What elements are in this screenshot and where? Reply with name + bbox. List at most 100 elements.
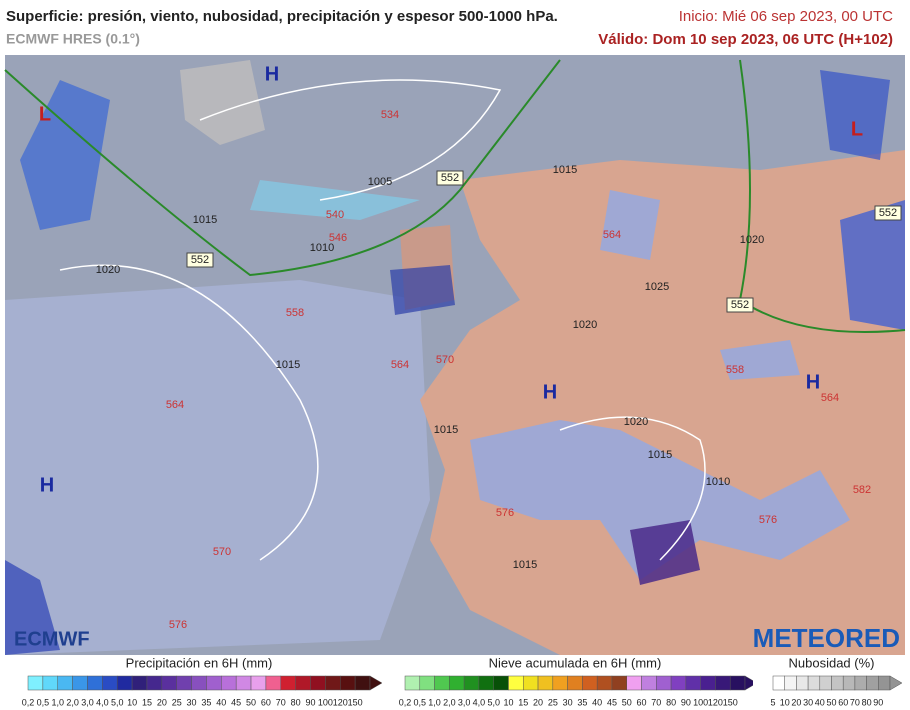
legend-label: 5,0 [487, 697, 500, 707]
legend-label: 2,0 [443, 697, 456, 707]
legend-swatch [340, 675, 356, 691]
legend-label: 15 [518, 697, 528, 707]
isobar-label: 1015 [276, 359, 300, 371]
legend-label: 40 [216, 697, 226, 707]
logo-ecmwf: ECMWF [14, 628, 90, 650]
isobar-label: 1020 [740, 234, 764, 246]
legend-arrow [369, 675, 383, 691]
title: Superficie: presión, viento, nubosidad, … [6, 8, 558, 25]
isobar-label: 1010 [310, 242, 334, 254]
legend-swatch [434, 675, 450, 691]
legend-label: 35 [201, 697, 211, 707]
legend-label: 20 [533, 697, 543, 707]
legend-swatch [102, 675, 118, 691]
legend-swatch [537, 675, 554, 691]
legend-label: 40 [815, 697, 825, 707]
thickness-box [726, 297, 754, 313]
legend-label: 150 [348, 697, 363, 707]
legend-swatch [715, 675, 731, 691]
legend-label: 5 [770, 697, 775, 707]
legend-swatch [404, 675, 421, 691]
legend-label: 45 [607, 697, 617, 707]
thickness-label: 534 [381, 109, 399, 121]
legend-swatch [72, 675, 88, 691]
isobar-label: 1015 [553, 164, 577, 176]
thickness-label: 576 [759, 514, 777, 526]
legend-label: 3,0 [81, 697, 94, 707]
legend-swatch [596, 675, 613, 691]
pressure-center: H [543, 381, 557, 403]
legend-swatch [325, 675, 341, 691]
legend-label: 40 [592, 697, 602, 707]
legend-label: 70 [850, 697, 860, 707]
thickness-label: 564 [391, 359, 409, 371]
isobar-label: 1015 [648, 449, 672, 461]
legend-swatch [250, 675, 267, 691]
init-time: Inicio: Mié 06 sep 2023, 00 UTC [679, 8, 893, 25]
legend-label: 20 [791, 697, 801, 707]
legend-label: 60 [838, 697, 848, 707]
legend-title: Nubosidad (%) [789, 655, 875, 670]
legend-swatch [784, 675, 797, 691]
thickness-label: 570 [213, 546, 231, 558]
legend-swatch [131, 675, 148, 691]
thickness-label: 564 [821, 392, 839, 404]
isobar-label: 1025 [645, 281, 669, 293]
legend-swatch [831, 675, 844, 691]
thickness-label: 540 [326, 209, 344, 221]
legend-swatch [796, 675, 809, 691]
legend-label: 1,0 [51, 697, 64, 707]
legend-swatch [878, 675, 891, 691]
legend-label: 4,0 [473, 697, 486, 707]
legend-swatch [310, 675, 326, 691]
legend-label: 60 [261, 697, 271, 707]
legend-swatch [611, 675, 627, 691]
legend-swatch [819, 675, 832, 691]
legend-label: 25 [548, 697, 558, 707]
isobar-label: 1015 [193, 214, 217, 226]
legend-label: 50 [826, 697, 836, 707]
legend-swatch [265, 675, 282, 691]
legend-swatch [641, 675, 657, 691]
thickness-label: 558 [286, 307, 304, 319]
legend-label: 100 [693, 697, 708, 707]
legend-swatch [463, 675, 480, 691]
legend-label: 30 [187, 697, 197, 707]
legend-label: 45 [231, 697, 241, 707]
legend-label: 60 [637, 697, 647, 707]
legend-label: 50 [622, 697, 632, 707]
legend-swatch [552, 675, 568, 691]
pressure-center: H [265, 63, 279, 85]
legend-swatch [656, 675, 672, 691]
legend-label: 10 [503, 697, 513, 707]
legend-swatch [582, 675, 598, 691]
isobar-label: 1020 [624, 416, 648, 428]
legend-label: 30 [803, 697, 813, 707]
legend-label: 1,0 [428, 697, 441, 707]
thickness-label: 552 [879, 207, 897, 219]
thickness-label: 570 [436, 354, 454, 366]
thickness-label: 558 [726, 364, 744, 376]
legend-swatch [191, 675, 207, 691]
legend-arrow [744, 675, 758, 691]
thickness-label: 564 [166, 399, 184, 411]
thickness-label: 576 [496, 507, 514, 519]
pressure-center: H [40, 474, 54, 496]
legend-swatch [626, 675, 642, 691]
legend-swatch [42, 675, 58, 691]
legend-label: 80 [291, 697, 301, 707]
isobar-label: 1010 [706, 476, 730, 488]
legend-swatch [842, 675, 856, 691]
legend-label: 0,5 [414, 697, 427, 707]
map-background [4, 55, 906, 655]
legend-swatch [449, 675, 465, 691]
legend-swatch [27, 675, 44, 691]
legend-swatch [176, 675, 192, 691]
legend-swatch [57, 675, 73, 691]
model: ECMWF HRES (0.1°) [6, 31, 140, 47]
legend-swatch [419, 675, 435, 691]
thickness-label: 546 [329, 232, 347, 244]
legend-swatch [221, 675, 237, 691]
legend-label: 30 [563, 697, 573, 707]
